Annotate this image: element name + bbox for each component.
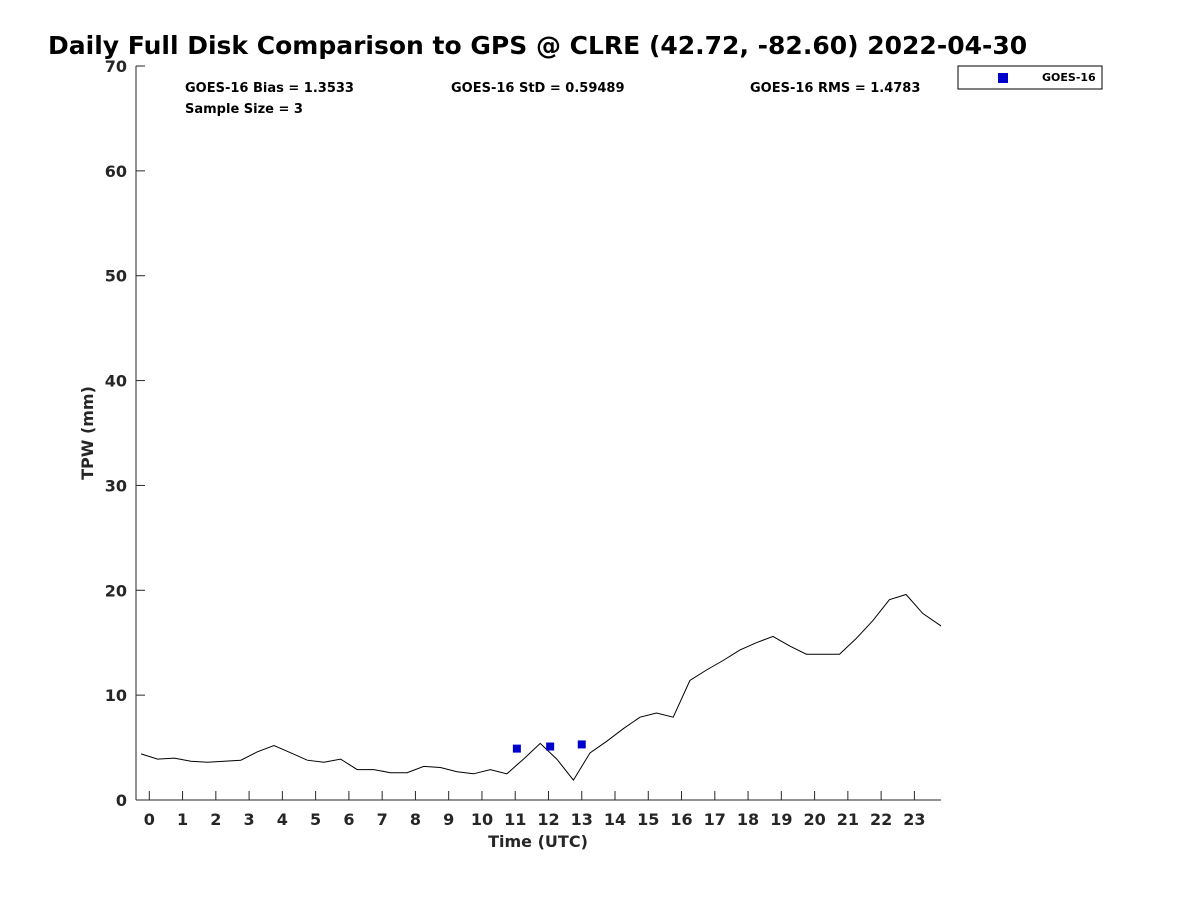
x-tick-label: 10 bbox=[471, 810, 493, 829]
rms-stat: GOES-16 RMS = 1.4783 bbox=[750, 81, 920, 96]
x-tick-label: 18 bbox=[737, 810, 759, 829]
y-tick-label: 20 bbox=[105, 581, 127, 600]
x-tick-label: 1 bbox=[177, 810, 188, 829]
y-tick-label: 40 bbox=[105, 372, 127, 391]
sample-size-stat: Sample Size = 3 bbox=[185, 102, 303, 117]
y-axis-label: TPW (mm) bbox=[78, 386, 97, 480]
x-tick-label: 8 bbox=[410, 810, 421, 829]
legend-box bbox=[957, 65, 1103, 90]
x-axis: 0 1 2 3 4 5 6 7 8 9 10 11 12 13 14 15 16 17 18 19 20 21 22 23 bbox=[144, 791, 926, 829]
legend-label-goes16: GOES-16 bbox=[1042, 71, 1096, 84]
x-tick-label: 9 bbox=[443, 810, 454, 829]
x-tick-label: 6 bbox=[343, 810, 354, 829]
goes16-point bbox=[546, 742, 555, 751]
y-tick-label: 30 bbox=[105, 476, 127, 495]
x-tick-label: 17 bbox=[704, 810, 726, 829]
x-tick-label: 7 bbox=[377, 810, 388, 829]
series-layer bbox=[140, 593, 942, 781]
gps-tpw-line bbox=[140, 593, 942, 781]
y-tick-label: 10 bbox=[105, 686, 127, 705]
x-tick-label: 22 bbox=[870, 810, 892, 829]
legend-marker-goes16 bbox=[998, 73, 1008, 83]
plot-frame bbox=[135, 66, 941, 801]
chart-title: Daily Full Disk Comparison to GPS @ CLRE… bbox=[48, 31, 1027, 60]
x-tick-label: 15 bbox=[637, 810, 659, 829]
x-tick-label: 14 bbox=[604, 810, 626, 829]
x-tick-label: 16 bbox=[670, 810, 692, 829]
x-tick-label: 5 bbox=[310, 810, 321, 829]
x-axis-label: Time (UTC) bbox=[488, 832, 588, 851]
x-tick-label: 3 bbox=[244, 810, 255, 829]
x-tick-label: 21 bbox=[837, 810, 859, 829]
std-stat: GOES-16 StD = 0.59489 bbox=[451, 81, 625, 96]
y-tick-label: 60 bbox=[105, 162, 127, 181]
y-tick-label: 0 bbox=[116, 791, 127, 810]
x-tick-label: 2 bbox=[210, 810, 221, 829]
x-tick-label: 11 bbox=[504, 810, 526, 829]
x-tick-label: 20 bbox=[803, 810, 825, 829]
goes16-point bbox=[577, 740, 586, 749]
x-tick-label: 4 bbox=[277, 810, 288, 829]
x-tick-label: 13 bbox=[571, 810, 593, 829]
x-tick-label: 23 bbox=[903, 810, 925, 829]
x-tick-label: 0 bbox=[144, 810, 155, 829]
y-axis: 0 10 20 30 40 50 60 70 bbox=[105, 57, 145, 810]
goes16-point bbox=[512, 744, 521, 753]
y-tick-label: 70 bbox=[105, 57, 127, 76]
legend: GOES-16 bbox=[957, 65, 1103, 90]
bias-stat: GOES-16 Bias = 1.3533 bbox=[185, 81, 354, 96]
y-tick-label: 50 bbox=[105, 267, 127, 286]
x-tick-label: 19 bbox=[770, 810, 792, 829]
x-tick-label: 12 bbox=[537, 810, 559, 829]
